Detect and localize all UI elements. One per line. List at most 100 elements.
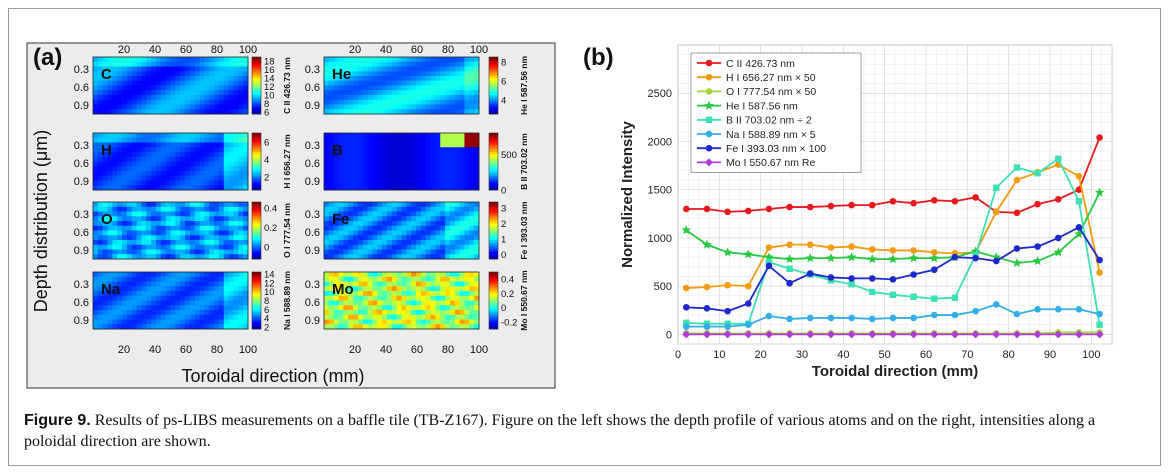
heatmap-cell: [464, 156, 470, 162]
heatmap-cell: [107, 206, 113, 212]
data-point: [951, 294, 959, 301]
heatmap-cell: [131, 254, 137, 260]
heatmap-cell: [401, 286, 407, 292]
heatmap-y-tick-label: 0.3: [305, 279, 320, 291]
heatmap-cell: [136, 221, 142, 227]
heatmap-cell: [126, 161, 133, 167]
heatmap-cell: [180, 324, 186, 330]
heatmap-cell: [343, 71, 349, 77]
heatmap-cell: [180, 281, 186, 287]
heatmap-cell: [362, 76, 368, 82]
heatmap-cell: [328, 221, 335, 227]
heatmap-cell: [122, 57, 128, 63]
heatmap-cell: [372, 324, 378, 330]
heatmap-cell: [391, 291, 398, 297]
heatmap-cell: [165, 206, 171, 212]
heatmap-cell: [328, 235, 335, 241]
heatmap-cell: [233, 240, 239, 246]
heatmap-cell: [469, 230, 475, 236]
heatmap-cell: [391, 305, 398, 311]
heatmap-cell: [189, 305, 196, 311]
heatmap-cell: [214, 211, 220, 217]
heatmap-cell: [185, 240, 191, 246]
figure-frame: (a) Toroidal direction (mm) Depth distribu…: [8, 8, 1161, 466]
heatmap-cell: [391, 80, 398, 86]
heatmap-cell: [151, 137, 157, 143]
heatmap-cell: [440, 225, 446, 231]
heatmap-cell: [420, 295, 427, 301]
heatmap-cell: [112, 276, 118, 282]
heatmap-cell: [357, 286, 364, 292]
colorbar-segment: [489, 202, 498, 205]
heatmap-cell: [469, 90, 475, 96]
heatmap-cell: [464, 133, 470, 139]
data-point: [1094, 187, 1105, 197]
heatmap-cell: [454, 314, 461, 320]
heatmap-cell: [199, 152, 205, 158]
heatmap-cell: [194, 305, 200, 311]
heatmap-cell: [102, 324, 108, 330]
heatmap-cell: [445, 71, 451, 77]
heatmap-cell: [474, 206, 480, 212]
heatmap-cell: [214, 57, 220, 63]
heatmap-cell: [93, 61, 99, 67]
colorbar-segment: [252, 225, 261, 229]
heatmap-cell: [440, 291, 446, 297]
heatmap-cell: [357, 95, 364, 101]
heatmap-cell: [445, 249, 451, 255]
colorbar-segment: [252, 76, 261, 79]
heatmap-cell: [343, 142, 349, 148]
data-point: [722, 247, 733, 257]
heatmap-cell: [122, 66, 128, 72]
series-3: [681, 187, 1105, 268]
heatmap-cell: [151, 276, 157, 282]
data-point: [765, 312, 773, 320]
heatmap-cell: [117, 254, 123, 260]
heatmap-cell: [233, 319, 239, 325]
heatmap-cell: [223, 300, 230, 306]
heatmap-cell: [209, 80, 215, 86]
heatmap-cell: [117, 137, 123, 143]
heatmap-cell: [146, 202, 152, 208]
heatmap-cell: [204, 235, 210, 241]
heatmap-cell: [430, 281, 436, 287]
heatmap-cell: [333, 109, 339, 115]
colorbar-segment: [252, 187, 261, 191]
heatmap-cell: [209, 90, 215, 96]
heatmap-cell: [324, 305, 330, 311]
heatmap-cell: [382, 202, 388, 208]
heatmap-cell: [411, 249, 417, 255]
heatmap-cell: [401, 295, 407, 301]
heatmap-cell: [175, 249, 181, 255]
heatmap-cell: [97, 171, 104, 177]
heatmap-cell: [180, 90, 186, 96]
heatmap-cell: [416, 90, 422, 96]
heatmap-cell: [338, 202, 344, 208]
heatmap-cell: [112, 76, 118, 82]
heatmap-cell: [464, 109, 470, 115]
heatmap-cell: [131, 281, 137, 287]
heatmap-cell: [151, 66, 157, 72]
colorbar-segment: [252, 73, 261, 77]
heatmap-cell: [97, 156, 104, 162]
heatmap-cell: [353, 90, 359, 96]
heatmap-cell: [391, 161, 398, 167]
heatmap-cell: [464, 310, 470, 316]
heatmap-cell: [416, 156, 422, 162]
heatmap-cell: [122, 291, 128, 297]
heatmap-cell: [117, 109, 123, 115]
data-point: [682, 205, 690, 213]
heatmap-cell: [328, 152, 335, 158]
heatmap-cell: [459, 85, 465, 91]
heatmap-cell: [362, 90, 368, 96]
heatmap-cell: [117, 202, 123, 208]
heatmap-cell: [180, 85, 186, 91]
heatmap-cell: [117, 166, 123, 172]
heatmap-cell: [102, 104, 108, 110]
heatmap-element-label: Mo: [332, 281, 354, 298]
data-point: [1095, 330, 1104, 339]
heatmap-cell: [146, 319, 152, 325]
heatmap-cell: [362, 171, 368, 177]
colorbar-segment: [489, 149, 498, 153]
heatmap-cell: [228, 235, 234, 241]
